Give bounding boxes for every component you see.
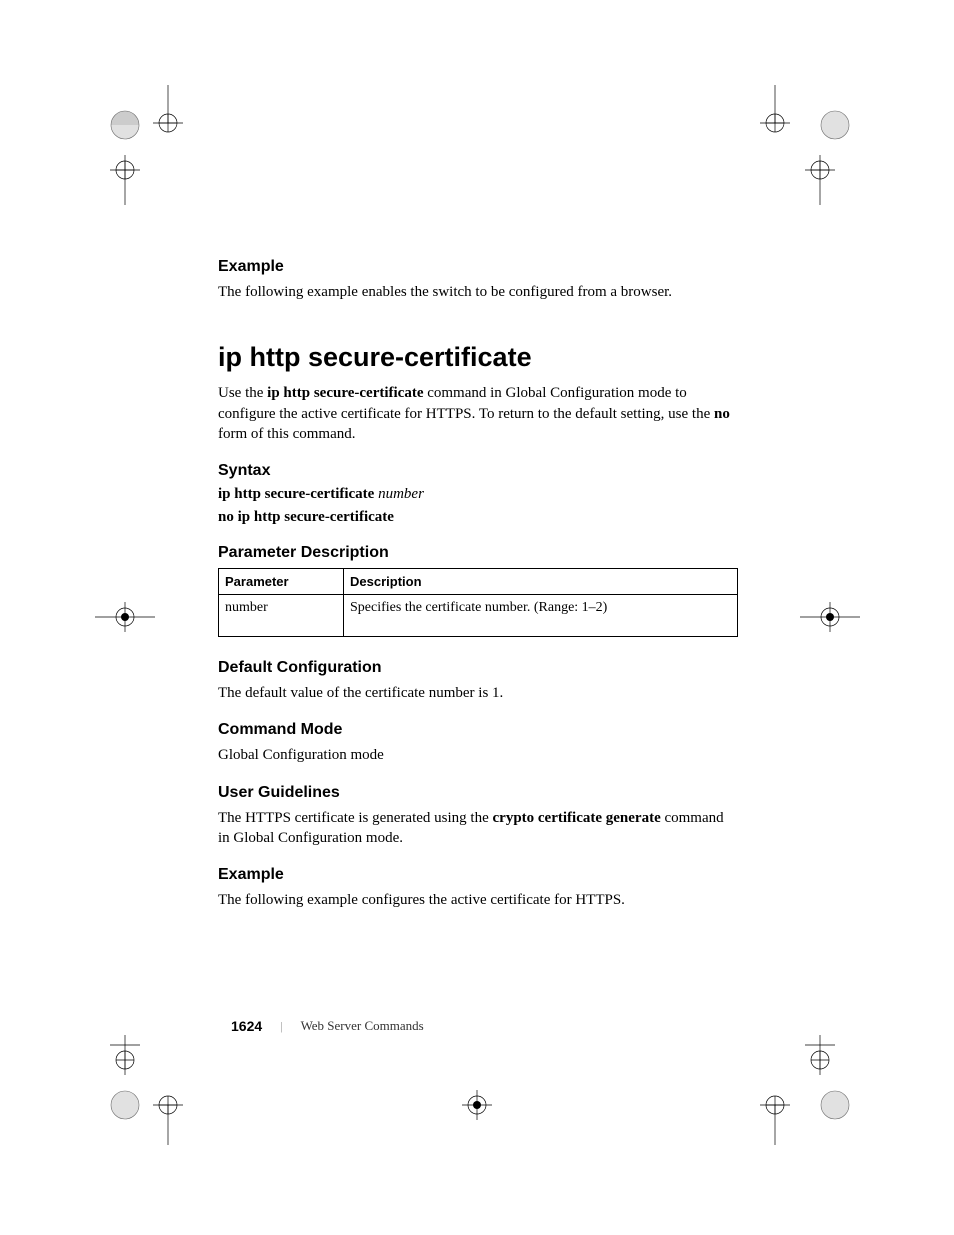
intro-no: no <box>714 406 730 422</box>
main-title: ip http secure-certificate <box>218 342 738 373</box>
syntax-arg: number <box>378 486 424 502</box>
crop-mark-bottom-center <box>447 1083 507 1128</box>
guidelines-cmd: crypto certificate generate <box>493 810 661 826</box>
intro-paragraph: Use the ip http secure-certificate comma… <box>218 383 738 444</box>
intro-prefix: Use the <box>218 385 267 401</box>
crop-mark-bottom-right <box>740 1035 880 1165</box>
crop-mark-top-right <box>740 75 880 205</box>
default-heading: Default Configuration <box>218 659 738 677</box>
intro-suffix: form of this command. <box>218 426 355 442</box>
guidelines-body: The HTTPS certificate is generated using… <box>218 808 738 849</box>
table-header-param: Parameter <box>219 569 344 595</box>
param-desc-heading: Parameter Description <box>218 544 738 562</box>
syntax-heading: Syntax <box>218 462 738 480</box>
guidelines-prefix: The HTTPS certificate is generated using… <box>218 810 493 826</box>
example2-heading: Example <box>218 866 738 884</box>
page-content: Example The following example enables th… <box>218 258 738 928</box>
table-cell-param: number <box>219 595 344 637</box>
mode-heading: Command Mode <box>218 721 738 739</box>
crop-mark-top-left <box>75 75 195 205</box>
example2-body: The following example configures the act… <box>218 890 738 910</box>
table-header-row: Parameter Description <box>219 569 738 595</box>
crop-mark-mid-right <box>800 595 860 640</box>
table-header-desc: Description <box>344 569 738 595</box>
page-footer: 1624 | Web Server Commands <box>231 1018 424 1034</box>
table-row: number Specifies the certificate number.… <box>219 595 738 637</box>
table-cell-desc: Specifies the certificate number. (Range… <box>344 595 738 637</box>
footer-divider: | <box>280 1019 282 1034</box>
page-number: 1624 <box>231 1018 262 1034</box>
parameter-table: Parameter Description number Specifies t… <box>218 568 738 637</box>
intro-cmd: ip http secure-certificate <box>267 385 423 401</box>
example1-heading: Example <box>218 258 738 276</box>
footer-section-title: Web Server Commands <box>301 1018 424 1034</box>
crop-mark-mid-left <box>95 595 155 640</box>
guidelines-heading: User Guidelines <box>218 784 738 802</box>
mode-body: Global Configuration mode <box>218 745 738 765</box>
crop-mark-bottom-left <box>75 1035 195 1165</box>
syntax-cmd: ip http secure-certificate <box>218 486 378 502</box>
example1-body: The following example enables the switch… <box>218 282 738 302</box>
default-body: The default value of the certificate num… <box>218 683 738 703</box>
syntax-line-1: ip http secure-certificate number <box>218 486 738 503</box>
syntax-line-2: no ip http secure-certificate <box>218 509 738 526</box>
